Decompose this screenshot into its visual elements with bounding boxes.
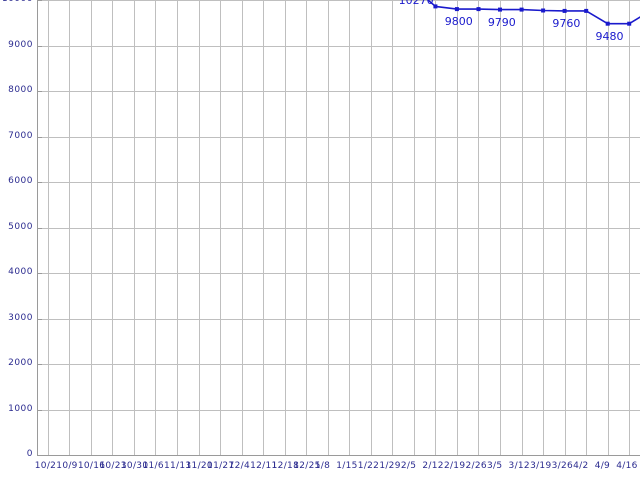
gridline-vertical — [69, 0, 70, 455]
x-axis-tick-label: 10/9 — [56, 461, 78, 471]
gridline-vertical — [629, 0, 630, 455]
y-axis-tick-mark — [37, 228, 42, 229]
y-axis-tick-label: 3000 — [8, 312, 33, 323]
gridline-horizontal — [37, 273, 640, 274]
y-axis-tick-label: 4000 — [8, 267, 33, 277]
x-axis-tick-label: 11/6 — [142, 461, 164, 471]
gridline-vertical — [199, 0, 200, 455]
x-axis-tick-label: 1/22 — [357, 461, 380, 471]
x-axis-tick-label: 10/30 — [120, 461, 149, 471]
y-axis-tick-mark — [37, 46, 42, 47]
x-axis-tick-label: 4/9 — [594, 461, 611, 471]
y-axis-tick-label: 0 — [26, 449, 33, 459]
gridline-vertical — [263, 0, 264, 455]
gridline-horizontal — [37, 91, 640, 92]
y-axis-tick-mark — [37, 319, 42, 320]
x-axis-tick-label: 12/25 — [293, 461, 321, 471]
gridline-vertical — [177, 0, 178, 455]
data-point-label: 10270 — [398, 0, 434, 7]
x-axis-tick-label: 10/16 — [77, 461, 106, 471]
gridline-vertical — [565, 0, 566, 455]
y-axis-tick-label: 5000 — [8, 221, 33, 232]
y-axis-tick-label: 10000 — [0, 0, 33, 4]
gridline-vertical — [543, 0, 544, 455]
gridline-vertical — [371, 0, 372, 455]
x-axis-tick-label: 3/5 — [487, 461, 503, 471]
y-axis-tick-mark — [37, 182, 42, 183]
x-axis-tick-label: 2/5 — [400, 461, 417, 471]
gridline-horizontal — [37, 319, 640, 320]
x-axis-tick-label: 11/13 — [163, 461, 192, 471]
y-axis-tick-mark — [37, 455, 42, 456]
gridline-vertical — [414, 0, 415, 455]
gridline-vertical — [478, 0, 479, 455]
x-axis-tick-label: 10/23 — [99, 461, 127, 471]
gridline-vertical — [522, 0, 523, 455]
x-axis-tick-label: 10/2 — [34, 461, 57, 471]
y-axis-tick-label: 2000 — [8, 358, 33, 368]
gridline-vertical — [328, 0, 329, 455]
gridline-vertical — [134, 0, 135, 455]
y-axis-tick-mark — [37, 364, 42, 365]
gridline-vertical — [306, 0, 307, 455]
gridline-horizontal — [37, 364, 640, 365]
gridline-vertical — [112, 0, 113, 455]
gridline-vertical — [457, 0, 458, 455]
x-axis-tick-label: 2/19 — [443, 461, 466, 471]
gridline-vertical — [349, 0, 350, 455]
data-point-label: 9480 — [595, 29, 624, 43]
data-point-label: 9760 — [552, 16, 581, 30]
gridline-vertical — [392, 0, 393, 455]
y-axis-tick-mark — [37, 137, 42, 138]
x-axis-tick-label: 3/26 — [551, 461, 574, 471]
gridline-vertical — [242, 0, 243, 455]
x-axis-tick-label: 4/2 — [573, 461, 589, 471]
y-axis-tick-label: 8000 — [8, 85, 33, 95]
gridline-horizontal — [37, 410, 640, 411]
gridline-horizontal — [37, 46, 640, 47]
y-axis-tick-label: 9000 — [8, 39, 33, 50]
x-axis-tick-label: 1/15 — [336, 461, 358, 471]
x-axis-tick-label: 12/4 — [228, 461, 250, 471]
data-point-label: 9800 — [444, 15, 473, 29]
x-axis-tick-label: 11/20 — [185, 461, 213, 471]
x-axis-tick-label: 4/16 — [616, 461, 638, 471]
x-axis-tick-label: 3/19 — [530, 461, 552, 471]
gridline-horizontal — [37, 0, 640, 1]
gridline-vertical — [500, 0, 501, 455]
gridline-vertical — [155, 0, 156, 455]
gridline-vertical — [285, 0, 286, 455]
gridline-vertical — [220, 0, 221, 455]
y-axis-tick-label: 7000 — [8, 130, 33, 141]
x-axis-line — [37, 455, 640, 456]
data-point-label: 9790 — [487, 15, 516, 29]
gridline-horizontal — [37, 137, 640, 138]
gridline-vertical — [586, 0, 587, 455]
x-axis-tick-label: 2/12 — [422, 461, 444, 471]
x-axis-tick-label: 12/18 — [271, 461, 300, 471]
gridline-vertical — [435, 0, 436, 455]
y-axis-tick-mark — [37, 0, 42, 1]
x-axis-tick-label: 1/8 — [314, 461, 331, 471]
y-axis-tick-label: 1000 — [8, 403, 33, 414]
y-axis-tick-mark — [37, 410, 42, 411]
y-axis-tick-label: 6000 — [8, 176, 33, 186]
x-axis-tick-label: 1/29 — [379, 461, 401, 471]
y-axis-tick-mark — [37, 91, 42, 92]
gridline-vertical — [48, 0, 49, 455]
gridline-vertical — [608, 0, 609, 455]
x-axis-tick-label: 3/12 — [508, 461, 530, 471]
gridline-horizontal — [37, 182, 640, 183]
gridline-horizontal — [37, 228, 640, 229]
x-axis-tick-label: 11/27 — [207, 461, 235, 471]
gridline-vertical — [91, 0, 92, 455]
x-axis-tick-label: 2/26 — [465, 461, 487, 471]
x-axis-tick-label: 12/11 — [250, 461, 278, 471]
y-axis-tick-mark — [37, 273, 42, 274]
